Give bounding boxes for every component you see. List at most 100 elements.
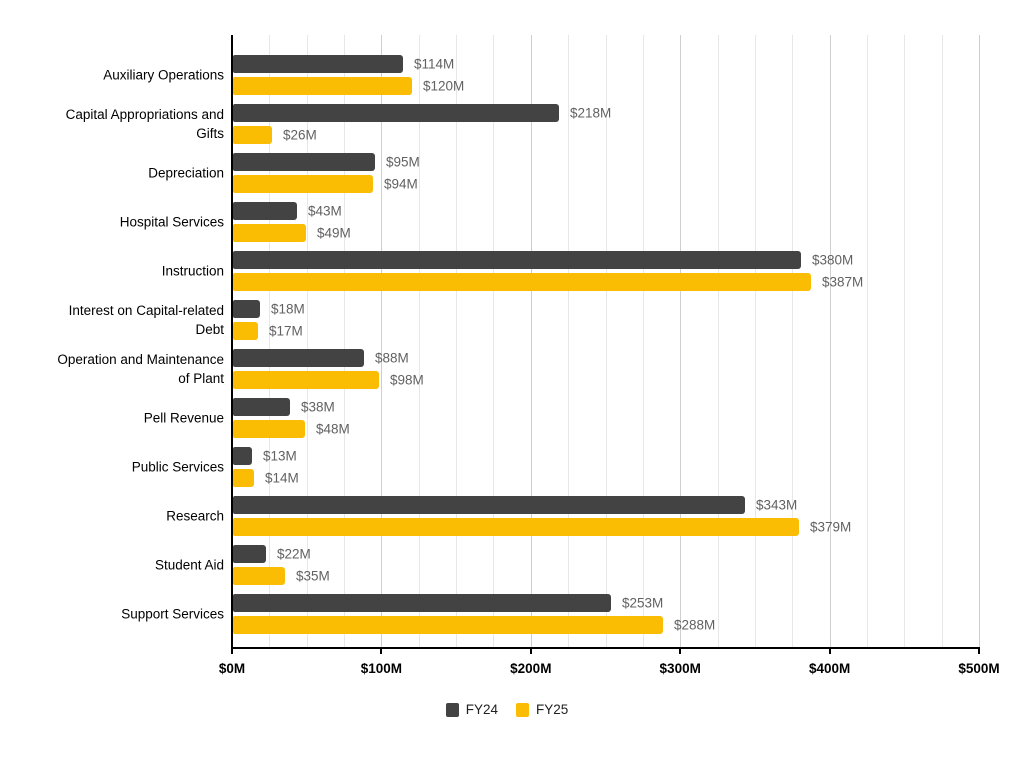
legend-item-fy24: FY24 xyxy=(445,702,498,717)
bar-fy24 xyxy=(233,104,559,122)
value-label-fy25: $35M xyxy=(296,568,330,584)
minor-gridline xyxy=(605,35,607,648)
bar-fy25 xyxy=(233,567,285,585)
minor-gridline xyxy=(306,35,308,648)
category-label: Public Services xyxy=(131,459,224,475)
bar-fy25 xyxy=(233,273,811,291)
legend-label-fy24: FY24 xyxy=(465,702,498,717)
value-label-fy25: $387M xyxy=(822,274,864,290)
major-gridline xyxy=(829,35,831,648)
fy25-swatch-icon xyxy=(516,702,529,717)
bar-fy25 xyxy=(233,322,258,340)
minor-gridline xyxy=(642,35,644,648)
value-label-fy24: $22M xyxy=(277,546,311,562)
bar-fy24 xyxy=(233,202,297,220)
category-label: Research xyxy=(166,508,224,524)
minor-gridline xyxy=(493,35,495,648)
minor-gridline xyxy=(941,35,943,648)
legend-label-fy25: FY25 xyxy=(536,702,569,717)
x-tick-label: $300M xyxy=(659,661,701,676)
x-axis-tick xyxy=(529,649,532,654)
value-label-fy25: $48M xyxy=(316,421,350,437)
bar-fy24 xyxy=(233,545,266,563)
value-label-fy25: $120M xyxy=(423,78,465,94)
minor-gridline xyxy=(456,35,458,648)
minor-gridline xyxy=(418,35,420,648)
value-label-fy25: $98M xyxy=(390,372,424,388)
chart-legend: FY24 FY25 xyxy=(0,702,1014,717)
x-tick-label: $400M xyxy=(808,661,851,676)
minor-gridline xyxy=(717,35,719,648)
x-tick-label: $100M xyxy=(360,661,403,676)
value-label-fy24: $43M xyxy=(308,203,342,219)
bar-fy25 xyxy=(233,77,412,95)
bar-fy25 xyxy=(233,371,379,389)
value-label-fy24: $253M xyxy=(622,595,664,611)
minor-gridline xyxy=(754,35,756,648)
bar-fy24 xyxy=(233,398,290,416)
category-label: Pell Revenue xyxy=(143,410,224,426)
bar-fy24 xyxy=(233,496,745,514)
value-label-fy25: $17M xyxy=(269,323,303,339)
category-label: Depreciation xyxy=(148,165,224,181)
category-label: Auxiliary Operations xyxy=(103,67,224,83)
y-axis-line xyxy=(231,35,233,654)
value-label-fy24: $380M xyxy=(812,252,854,268)
category-label: Instruction xyxy=(161,263,224,279)
minor-gridline xyxy=(866,35,868,648)
value-label-fy24: $95M xyxy=(386,154,420,170)
x-axis-tick xyxy=(679,649,682,654)
major-gridline xyxy=(680,35,682,648)
category-label: Hospital Services xyxy=(119,214,224,230)
major-gridline xyxy=(979,35,980,648)
value-label-fy25: $288M xyxy=(674,617,716,633)
value-label-fy24: $38M xyxy=(301,399,335,415)
category-label: Interest on Capital-related Debt xyxy=(68,303,224,337)
value-label-fy25: $379M xyxy=(810,519,852,535)
x-axis-tick xyxy=(231,649,233,654)
bar-fy24 xyxy=(233,594,611,612)
value-label-fy24: $88M xyxy=(375,350,409,366)
major-gridline xyxy=(530,35,532,648)
legend-item-fy25: FY25 xyxy=(516,702,568,717)
minor-gridline xyxy=(344,35,346,648)
bar-fy24 xyxy=(233,300,260,318)
value-label-fy24: $343M xyxy=(756,497,798,513)
value-label-fy25: $26M xyxy=(283,127,317,143)
minor-gridline xyxy=(568,35,570,648)
value-label-fy24: $114M xyxy=(414,56,455,72)
value-label-fy25: $94M xyxy=(384,176,418,192)
bar-fy25 xyxy=(233,126,272,144)
bar-fy25 xyxy=(233,420,305,438)
x-axis-baseline xyxy=(232,647,980,649)
bar-fy24 xyxy=(233,349,364,367)
value-label-fy24: $218M xyxy=(570,105,612,121)
bar-fy24 xyxy=(233,447,252,465)
minor-gridline xyxy=(904,35,906,648)
value-label-fy24: $18M xyxy=(271,301,305,317)
bar-fy25 xyxy=(233,616,663,634)
minor-gridline xyxy=(792,35,794,648)
category-label: Support Services xyxy=(121,606,224,622)
value-label-fy25: $49M xyxy=(317,225,351,241)
x-tick-label: $200M xyxy=(510,661,552,676)
x-axis-tick xyxy=(978,649,980,654)
category-label: Student Aid xyxy=(154,557,224,573)
x-axis-tick xyxy=(828,649,831,654)
bar-fy24 xyxy=(233,55,403,73)
major-gridline xyxy=(381,35,383,648)
value-label-fy25: $14M xyxy=(265,470,299,486)
value-label-fy24: $13M xyxy=(263,448,297,464)
category-label: Operation and Maintenance of Plant xyxy=(57,352,224,386)
category-label: Capital Appropriations and Gifts xyxy=(65,107,224,141)
bar-fy25 xyxy=(233,518,799,536)
fy24-swatch-icon xyxy=(445,702,459,717)
bar-fy24 xyxy=(233,153,375,171)
x-tick-label: $0M xyxy=(218,661,246,676)
bar-fy25 xyxy=(233,224,306,242)
x-axis-tick xyxy=(380,649,383,654)
x-tick-label: $500M xyxy=(958,661,1000,676)
bar-fy24 xyxy=(233,251,801,269)
bar-fy25 xyxy=(233,175,373,193)
